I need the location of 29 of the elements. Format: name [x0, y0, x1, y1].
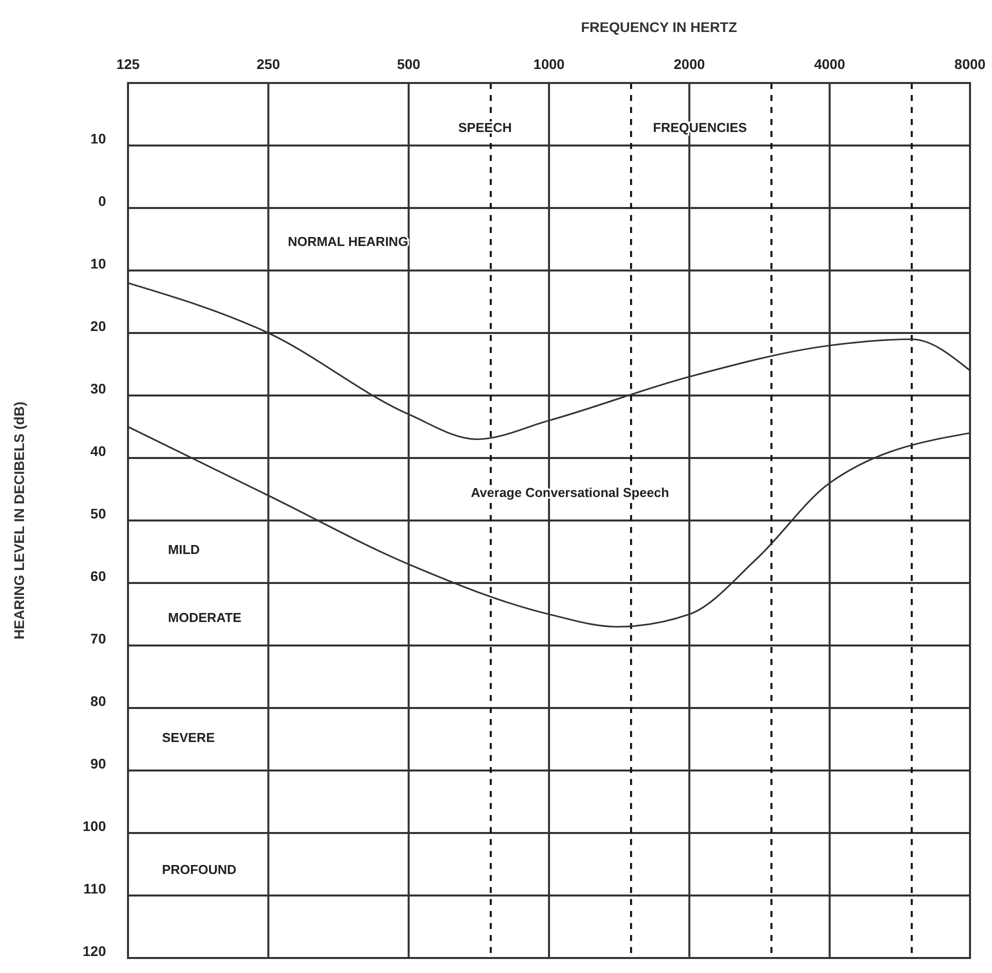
y-axis-title: HEARING LEVEL IN DECIBELS (dB) — [11, 402, 27, 640]
annotation: MILD — [168, 542, 200, 557]
x-tick-label: 4000 — [814, 56, 846, 72]
x-tick-label: 500 — [396, 56, 421, 72]
y-tick-label: 40 — [90, 443, 106, 459]
x-tick-label: 2000 — [674, 56, 706, 72]
annotation: MODERATE — [168, 610, 242, 625]
y-tick-label: 10 — [90, 256, 106, 272]
annotation: PROFOUND — [162, 862, 236, 877]
y-tick-label: 30 — [90, 380, 106, 396]
y-tick-label: 50 — [90, 506, 106, 522]
x-tick-label: 8000 — [954, 56, 986, 72]
annotation: SPEECH — [458, 120, 512, 135]
annotation: NORMAL HEARING — [288, 234, 408, 249]
annotation: SEVERE — [162, 730, 216, 745]
x-tick-label: 125 — [116, 56, 140, 72]
x-axis-title: FREQUENCY IN HERTZ — [580, 19, 738, 35]
y-tick-label: 80 — [90, 693, 106, 709]
y-tick-label: 0 — [98, 193, 106, 209]
y-tick-label: 110 — [83, 880, 106, 896]
y-tick-label: 20 — [90, 318, 106, 334]
y-tick-label: 70 — [90, 630, 106, 646]
x-tick-label: 250 — [256, 56, 280, 72]
y-tick-label: 100 — [82, 818, 106, 834]
x-tick-label: 1000 — [533, 56, 565, 72]
y-tick-label: 10 — [90, 130, 106, 146]
y-tick-label: 120 — [82, 943, 106, 959]
y-tick-label: 90 — [90, 756, 106, 772]
y-tick-label: 60 — [90, 568, 106, 584]
